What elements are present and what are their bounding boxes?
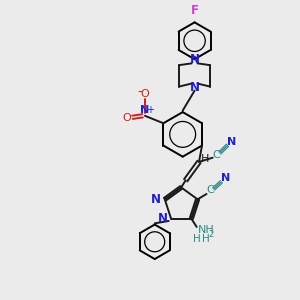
Text: F: F (190, 4, 199, 17)
Text: N: N (190, 53, 200, 66)
Text: -: - (137, 85, 142, 98)
Text: NH: NH (198, 226, 215, 236)
Text: C: C (212, 150, 220, 160)
Text: O: O (141, 89, 149, 99)
Text: +: + (146, 105, 154, 115)
Text: N: N (140, 105, 150, 115)
Text: N: N (158, 212, 167, 225)
Text: O: O (123, 113, 131, 123)
Text: N: N (151, 193, 161, 206)
Text: N: N (227, 137, 236, 147)
Text: H: H (194, 234, 201, 244)
Text: 2: 2 (208, 230, 213, 238)
Text: N: N (190, 81, 200, 94)
Text: H: H (201, 154, 210, 164)
Text: N: N (221, 173, 230, 183)
Text: C: C (206, 185, 214, 195)
Text: H: H (202, 234, 210, 244)
